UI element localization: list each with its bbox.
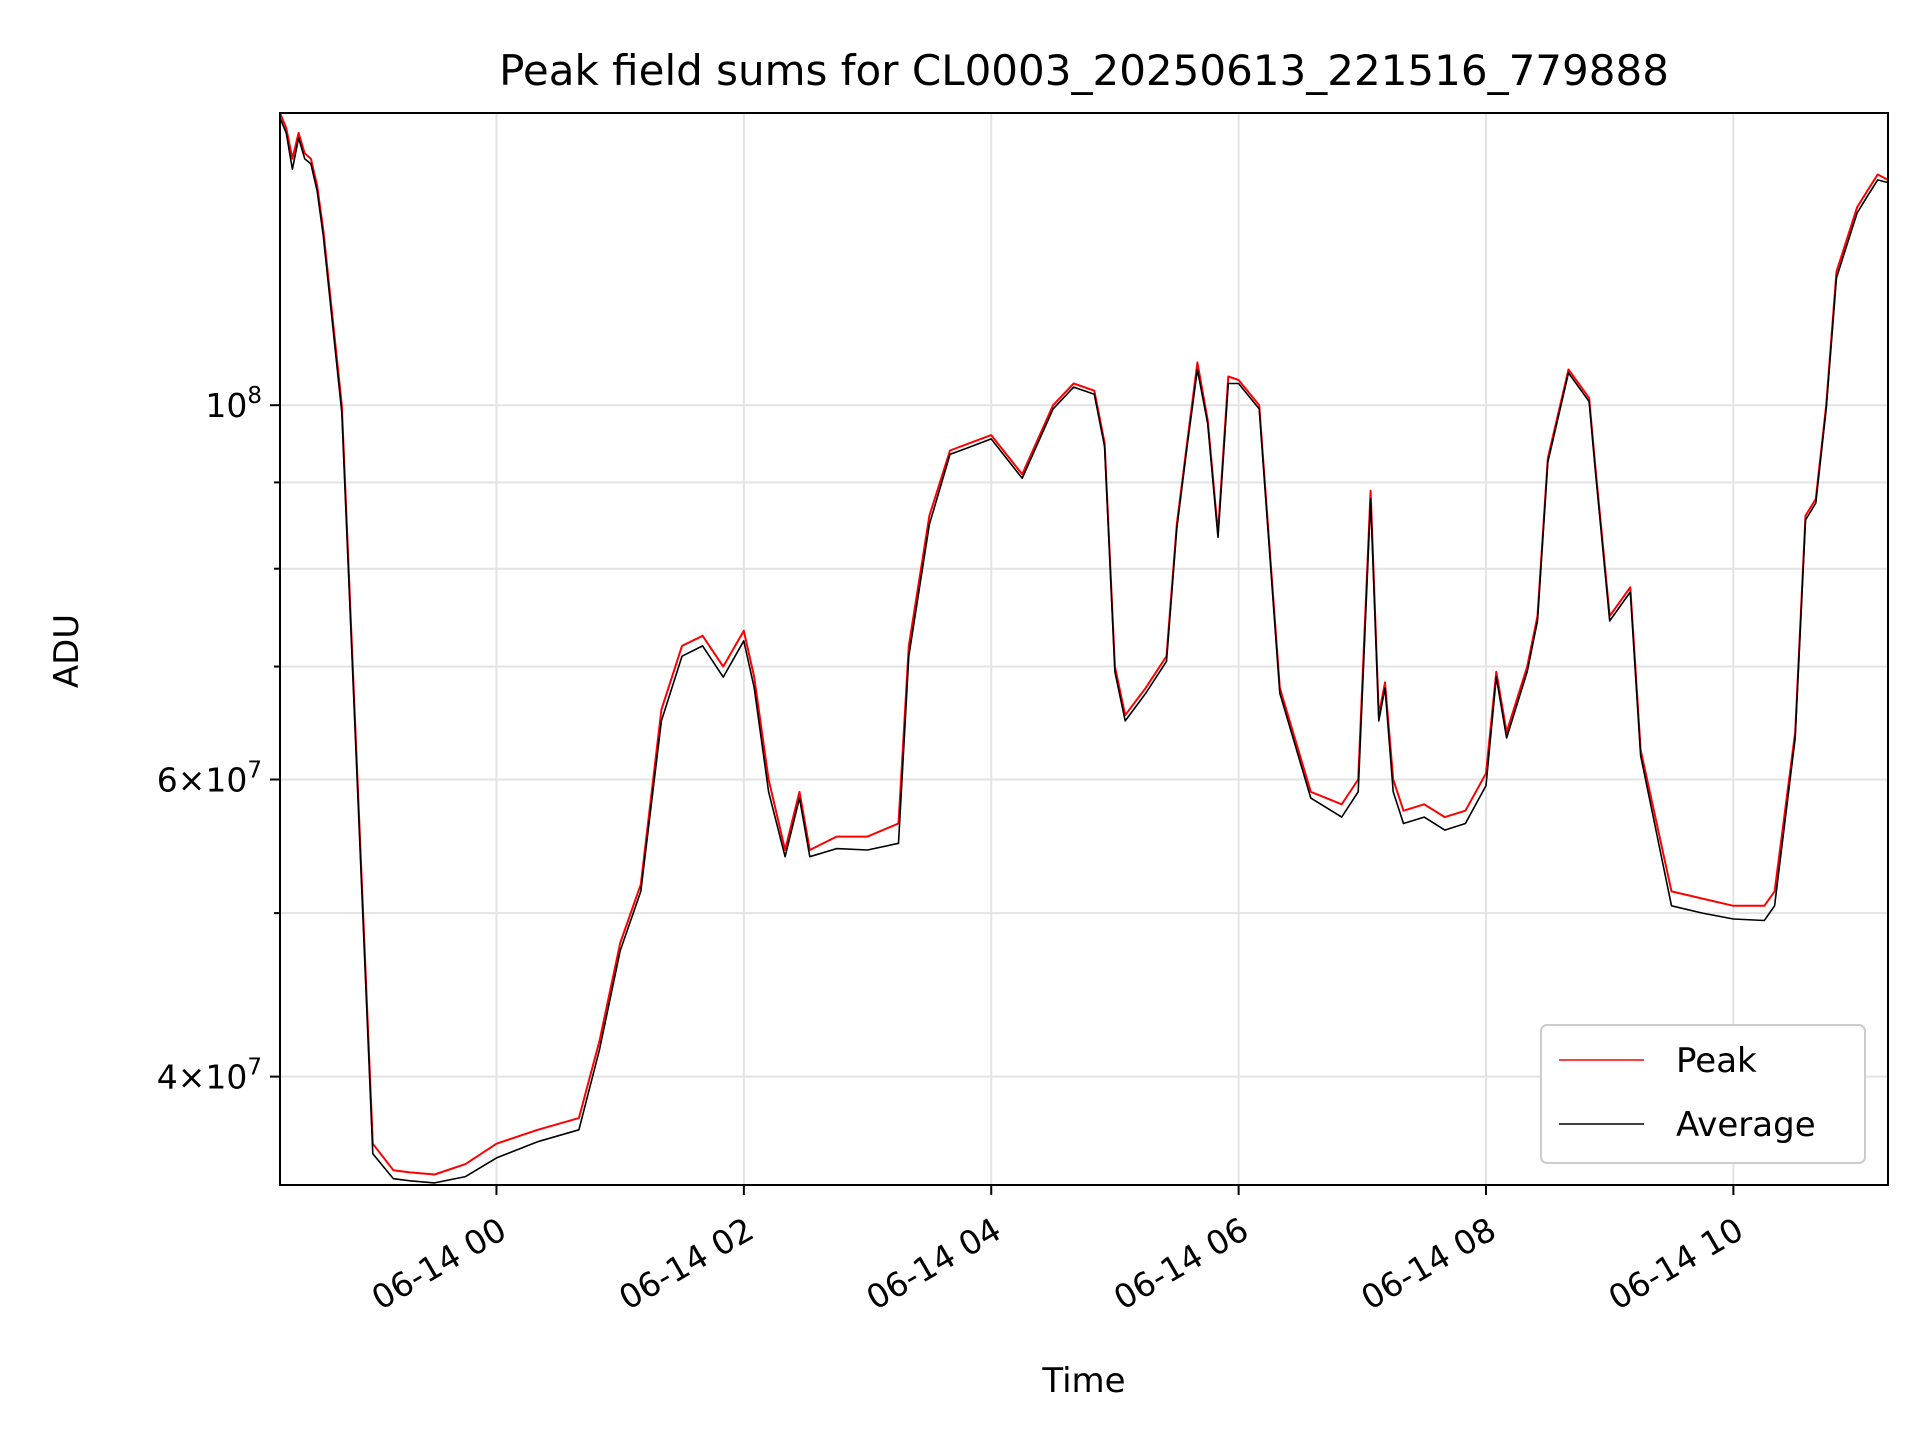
y-tick-label: 4×107 [157, 1055, 262, 1097]
legend-label-average: Average [1676, 1105, 1816, 1145]
legend: Peak Average [1540, 1024, 1866, 1164]
y-axis-label: ADU [47, 614, 87, 688]
legend-label-peak: Peak [1676, 1041, 1757, 1081]
chart-title: Peak field sums for CL0003_20250613_2215… [499, 46, 1669, 95]
y-tick-label: 108 [205, 383, 262, 425]
y-tick-label: 6×107 [157, 758, 262, 800]
y-axis: 108 6×107 4×107 [157, 383, 280, 1097]
plot-frame [279, 112, 1889, 1186]
series-average-line [279, 117, 1889, 1184]
x-axis-label: Time [1041, 1361, 1125, 1401]
plot-series [279, 112, 1889, 1184]
